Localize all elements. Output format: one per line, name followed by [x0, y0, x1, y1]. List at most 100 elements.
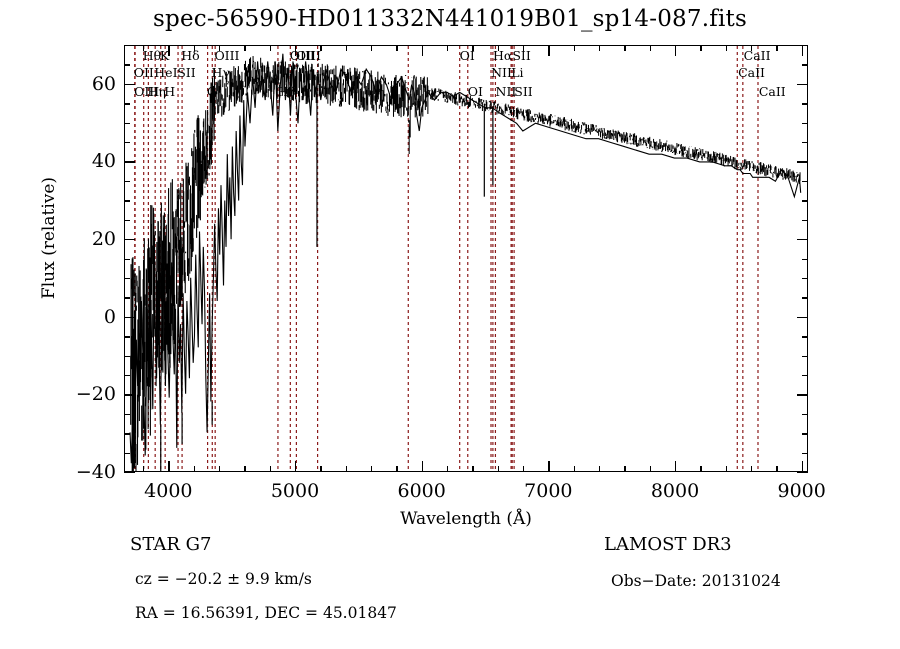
spectral-line-label: Hβ	[277, 84, 296, 99]
tick-mark	[472, 45, 474, 51]
y-tick-label: −40	[75, 461, 116, 483]
tick-mark	[124, 336, 130, 338]
y-tick-label: −20	[75, 383, 116, 406]
tick-mark	[802, 142, 808, 144]
tick-mark	[124, 200, 130, 202]
tick-mark	[124, 258, 130, 260]
spectral-line-label: OIII	[134, 84, 160, 99]
tick-mark	[168, 461, 170, 472]
page-title: spec-56590-HD011332N441019B01_sp14-087.f…	[153, 6, 747, 32]
tick-mark	[219, 45, 221, 51]
line-marker-layer	[125, 46, 807, 471]
tick-mark	[124, 316, 135, 319]
x-axis-title: Wavelength (Å)	[400, 509, 532, 529]
spectral-line-label: NII	[495, 84, 517, 99]
spectral-line-label: G	[206, 84, 217, 99]
tick-mark	[700, 466, 702, 472]
tick-mark	[802, 258, 808, 260]
obs-date-label: Obs−Date: 20131024	[611, 572, 781, 590]
x-tick-label: 9000	[777, 480, 826, 502]
tick-mark	[649, 45, 652, 51]
y-tick-label: 0	[103, 305, 116, 328]
tick-mark	[124, 83, 135, 86]
spectral-line-label: CaII	[743, 48, 771, 63]
coordinates-label: RA = 16.56391, DEC = 45.01847	[135, 604, 397, 622]
spectral-line-label: Hη	[147, 84, 166, 99]
tick-mark	[168, 45, 170, 56]
tick-mark	[124, 433, 130, 435]
radial-velocity-label: cz = −20.2 ± 9.9 km/s	[135, 570, 312, 588]
tick-mark	[573, 466, 576, 472]
tick-mark	[624, 45, 626, 51]
tick-mark	[124, 472, 135, 474]
spectral-line-label: CaII	[758, 84, 786, 99]
tick-mark	[219, 466, 221, 472]
tick-mark	[124, 297, 130, 299]
tick-mark	[124, 277, 130, 280]
spectral-line-label: SII	[512, 48, 531, 63]
tick-mark	[776, 466, 778, 472]
tick-mark	[320, 45, 322, 51]
tick-mark	[320, 466, 322, 472]
tick-mark	[472, 466, 474, 472]
spectral-line-label: NII	[491, 65, 512, 80]
tick-mark	[124, 64, 130, 66]
tick-mark	[776, 45, 778, 51]
tick-mark	[802, 355, 808, 357]
tick-mark	[124, 103, 130, 105]
y-axis-title: Flux (relative)	[39, 176, 59, 300]
tick-mark	[143, 466, 145, 472]
spectrum-curve	[125, 46, 807, 471]
tick-mark	[802, 180, 808, 183]
tick-mark	[295, 461, 297, 472]
tick-mark	[802, 452, 808, 454]
tick-mark	[124, 413, 130, 416]
tick-mark	[675, 45, 677, 56]
tick-mark	[124, 45, 130, 47]
survey-label: LAMOST DR3	[604, 534, 732, 555]
tick-mark	[573, 45, 576, 51]
spectral-line-label: K	[159, 48, 170, 63]
tick-mark	[124, 142, 130, 144]
tick-mark	[421, 45, 424, 56]
tick-mark	[497, 466, 500, 472]
tick-mark	[124, 394, 135, 396]
x-tick-label: 4000	[144, 480, 193, 502]
tick-mark	[124, 122, 130, 125]
tick-mark	[345, 45, 348, 51]
tick-mark	[797, 161, 808, 163]
tick-mark	[802, 336, 808, 338]
tick-mark	[396, 45, 398, 51]
tick-mark	[345, 466, 348, 472]
tick-mark	[193, 45, 196, 51]
tick-mark	[802, 45, 808, 47]
spectral-line-label: SII	[177, 65, 196, 80]
tick-mark	[801, 45, 804, 56]
spectral-line-label: OII	[133, 65, 154, 80]
y-tick-label: 40	[91, 150, 116, 173]
tick-mark	[802, 200, 808, 202]
tick-mark	[396, 466, 398, 472]
flux-polyline	[130, 54, 801, 464]
plot-area: OII OIII Hθ Hη HeI K H SII Hδ G Hγ OIII Hβ OIII OIII OI…	[124, 45, 808, 472]
tick-mark	[447, 45, 449, 51]
tick-mark	[447, 466, 449, 472]
x-tick-label: 7000	[524, 480, 573, 502]
tick-mark	[802, 277, 808, 280]
spectral-line-label: OI	[467, 84, 483, 99]
tick-mark	[802, 103, 808, 105]
tick-mark	[599, 466, 601, 472]
tick-mark	[523, 45, 525, 51]
tick-mark	[244, 466, 246, 472]
tick-mark	[124, 180, 130, 183]
tick-mark	[751, 45, 753, 51]
tick-mark	[124, 219, 130, 222]
tick-mark	[802, 433, 808, 435]
tick-mark	[295, 45, 297, 56]
tick-mark	[497, 45, 500, 51]
tick-mark	[802, 374, 808, 377]
spectral-line-label: Li	[511, 65, 524, 80]
tick-mark	[371, 466, 373, 472]
spectral-line-label: SII	[514, 84, 533, 99]
